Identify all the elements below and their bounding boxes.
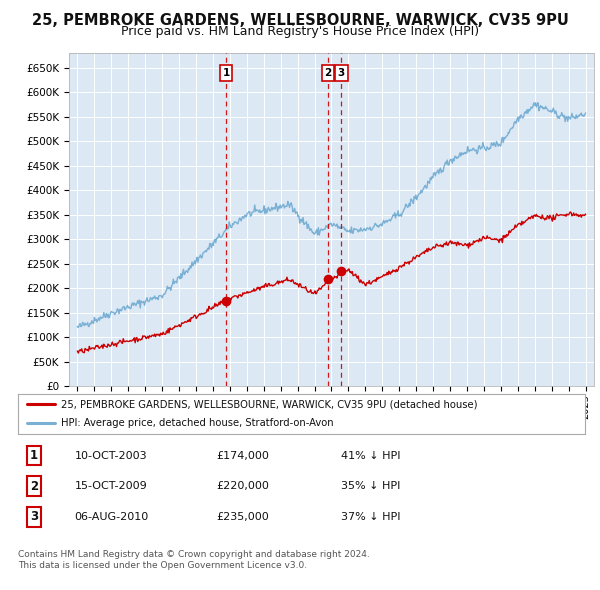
Text: 2: 2 (30, 480, 38, 493)
Text: £235,000: £235,000 (217, 512, 269, 522)
Text: 1: 1 (223, 68, 230, 78)
Text: This data is licensed under the Open Government Licence v3.0.: This data is licensed under the Open Gov… (18, 560, 307, 569)
Text: 41% ↓ HPI: 41% ↓ HPI (341, 451, 401, 461)
Text: £220,000: £220,000 (217, 481, 269, 491)
Text: 06-AUG-2010: 06-AUG-2010 (75, 512, 149, 522)
Text: 35% ↓ HPI: 35% ↓ HPI (341, 481, 401, 491)
Text: 25, PEMBROKE GARDENS, WELLESBOURNE, WARWICK, CV35 9PU (detached house): 25, PEMBROKE GARDENS, WELLESBOURNE, WARW… (61, 399, 477, 409)
Text: Price paid vs. HM Land Registry's House Price Index (HPI): Price paid vs. HM Land Registry's House … (121, 25, 479, 38)
Text: 3: 3 (30, 510, 38, 523)
Text: 10-OCT-2003: 10-OCT-2003 (75, 451, 148, 461)
Text: 15-OCT-2009: 15-OCT-2009 (75, 481, 148, 491)
Text: Contains HM Land Registry data © Crown copyright and database right 2024.: Contains HM Land Registry data © Crown c… (18, 550, 370, 559)
Text: £174,000: £174,000 (217, 451, 269, 461)
Text: 1: 1 (30, 449, 38, 462)
Text: 25, PEMBROKE GARDENS, WELLESBOURNE, WARWICK, CV35 9PU: 25, PEMBROKE GARDENS, WELLESBOURNE, WARW… (32, 13, 568, 28)
Text: 2: 2 (324, 68, 331, 78)
Text: HPI: Average price, detached house, Stratford-on-Avon: HPI: Average price, detached house, Stra… (61, 418, 333, 428)
Text: 37% ↓ HPI: 37% ↓ HPI (341, 512, 401, 522)
Text: 3: 3 (338, 68, 345, 78)
